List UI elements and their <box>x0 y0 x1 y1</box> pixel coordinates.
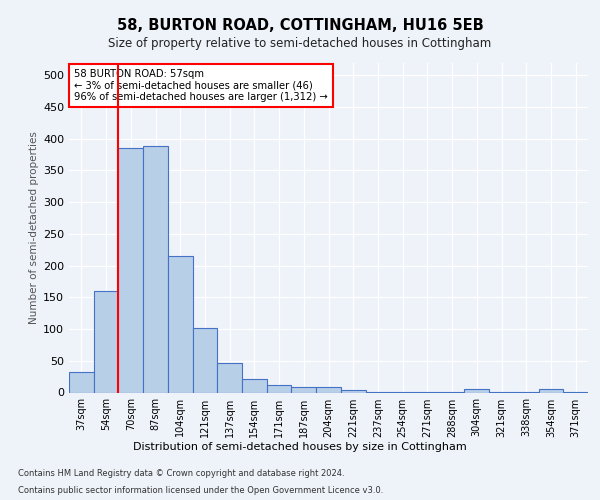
Bar <box>94 291 118 392</box>
Bar <box>193 328 217 392</box>
Bar <box>341 390 365 392</box>
Text: Size of property relative to semi-detached houses in Cottingham: Size of property relative to semi-detach… <box>109 38 491 51</box>
Bar <box>267 385 292 392</box>
Text: 58, BURTON ROAD, COTTINGHAM, HU16 5EB: 58, BURTON ROAD, COTTINGHAM, HU16 5EB <box>116 18 484 32</box>
Bar <box>217 364 242 392</box>
Bar <box>118 148 143 392</box>
Bar <box>242 378 267 392</box>
Y-axis label: Number of semi-detached properties: Number of semi-detached properties <box>29 131 39 324</box>
Bar <box>168 256 193 392</box>
Bar <box>69 372 94 392</box>
Bar <box>292 388 316 392</box>
Bar <box>316 387 341 392</box>
Bar <box>464 390 489 392</box>
Text: 58 BURTON ROAD: 57sqm
← 3% of semi-detached houses are smaller (46)
96% of semi-: 58 BURTON ROAD: 57sqm ← 3% of semi-detac… <box>74 69 328 102</box>
Text: Contains public sector information licensed under the Open Government Licence v3: Contains public sector information licen… <box>18 486 383 495</box>
Bar <box>143 146 168 392</box>
Text: Contains HM Land Registry data © Crown copyright and database right 2024.: Contains HM Land Registry data © Crown c… <box>18 468 344 477</box>
Bar <box>539 388 563 392</box>
Text: Distribution of semi-detached houses by size in Cottingham: Distribution of semi-detached houses by … <box>133 442 467 452</box>
